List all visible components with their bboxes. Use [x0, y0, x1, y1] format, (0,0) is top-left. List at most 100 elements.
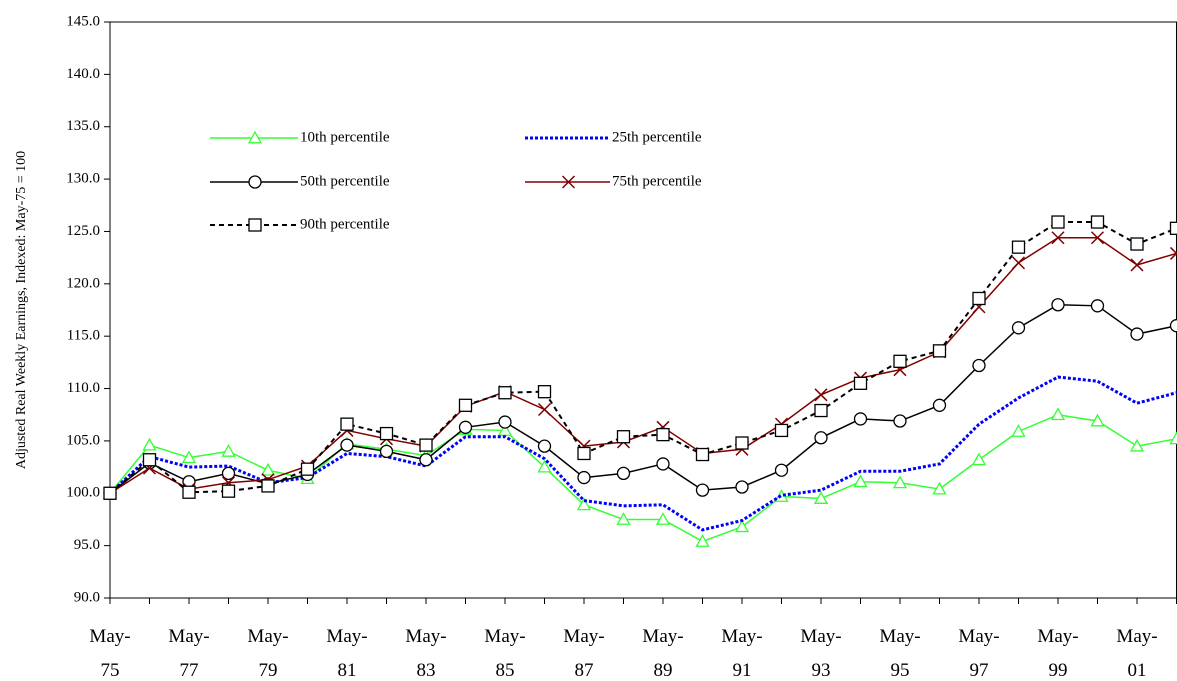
marker: [972, 358, 986, 373]
marker: [247, 130, 263, 144]
marker: [774, 463, 789, 477]
marker: [695, 534, 710, 547]
marker: [1011, 256, 1026, 270]
marker: [616, 430, 631, 444]
marker: [1090, 215, 1105, 229]
marker: [893, 354, 907, 368]
x-tick-label-part: May-: [563, 626, 604, 647]
marker: [537, 459, 552, 473]
marker: [814, 388, 828, 402]
marker: [656, 427, 670, 442]
marker: [181, 450, 197, 464]
y-tick-label: 110.0: [67, 380, 100, 396]
y-tick-label: 95.0: [74, 537, 100, 553]
marker: [892, 475, 908, 489]
x-tick-label-part: 75: [101, 660, 120, 681]
marker: [1130, 327, 1144, 341]
x-tick-label-part: May-: [484, 626, 525, 647]
x-tick-label: May- 85: [484, 626, 525, 681]
x-tick-label-part: 99: [1049, 660, 1068, 681]
x-tick-label: May- 97: [958, 626, 999, 681]
marker: [655, 512, 671, 525]
marker: [1051, 298, 1065, 312]
marker: [853, 412, 868, 426]
x-tick-label-part: 87: [575, 660, 594, 681]
marker: [1130, 237, 1144, 251]
y-tick-label: 125.0: [66, 223, 100, 239]
marker: [577, 446, 591, 461]
legend-label: 10th percentile: [300, 129, 390, 145]
marker: [774, 423, 789, 438]
marker: [695, 483, 710, 497]
x-tick-label-part: 93: [812, 660, 831, 681]
x-tick-label: May- 75: [89, 626, 130, 681]
marker: [695, 447, 710, 462]
marker: [735, 480, 749, 494]
marker: [1129, 438, 1145, 452]
x-tick-label-part: 97: [970, 660, 989, 681]
marker: [813, 491, 829, 504]
legend-label: 25th percentile: [612, 129, 702, 145]
marker: [853, 474, 868, 488]
marker: [419, 438, 433, 452]
marker: [1051, 231, 1065, 245]
y-tick-label: 100.0: [66, 485, 100, 501]
x-tick-label: May- 91: [721, 626, 762, 681]
marker: [1011, 424, 1026, 437]
legend-label: 90th percentile: [300, 216, 390, 232]
x-tick-label-part: 85: [496, 660, 515, 681]
x-tick-label-part: May-: [89, 626, 130, 647]
marker: [1169, 221, 1177, 235]
marker: [103, 486, 117, 500]
series-line: [109, 304, 1177, 494]
x-tick-label: May- 93: [800, 626, 841, 681]
marker: [576, 497, 592, 511]
x-tick-label-part: 77: [180, 660, 199, 681]
marker: [458, 398, 473, 412]
marker: [379, 444, 394, 459]
y-axis-label: Adjusted Real Weekly Earnings, Indexed: …: [14, 151, 29, 469]
marker: [893, 414, 907, 428]
marker: [340, 438, 354, 452]
x-tick-label-part: May-: [958, 626, 999, 647]
marker: [1050, 407, 1066, 421]
x-tick-label: May- 89: [642, 626, 683, 681]
x-tick-label-part: 83: [417, 660, 436, 681]
marker: [1130, 258, 1144, 272]
marker: [537, 402, 552, 417]
x-tick-label: May- 95: [879, 626, 920, 681]
marker: [656, 457, 670, 471]
series-line: [109, 413, 1177, 543]
x-tick-label: May- 77: [168, 626, 209, 681]
marker: [142, 437, 157, 451]
marker: [419, 453, 433, 467]
x-tick-label: May- 81: [326, 626, 367, 681]
x-tick-label-part: 79: [259, 660, 278, 681]
marker: [221, 484, 236, 498]
marker: [379, 426, 394, 441]
marker: [972, 291, 986, 306]
legend-label: 50th percentile: [300, 173, 390, 189]
series-line: [109, 221, 1177, 495]
x-tick-label-part: 95: [891, 660, 910, 681]
x-tick-label-part: May-: [247, 626, 288, 647]
marker: [932, 344, 947, 358]
x-tick-label-part: May-: [405, 626, 446, 647]
x-tick-label-part: May-: [879, 626, 920, 647]
marker: [1169, 319, 1177, 333]
x-tick-label-part: May-: [642, 626, 683, 647]
marker: [932, 398, 947, 412]
marker: [1051, 215, 1065, 229]
marker: [340, 417, 354, 431]
marker: [221, 444, 236, 457]
marker: [616, 466, 631, 481]
marker: [1011, 240, 1026, 254]
y-tick-label: 135.0: [66, 118, 100, 134]
marker: [260, 462, 276, 476]
x-tick-label-part: 89: [654, 660, 673, 681]
marker: [1090, 231, 1105, 245]
x-tick-label-part: May-: [721, 626, 762, 647]
marker: [616, 512, 631, 525]
